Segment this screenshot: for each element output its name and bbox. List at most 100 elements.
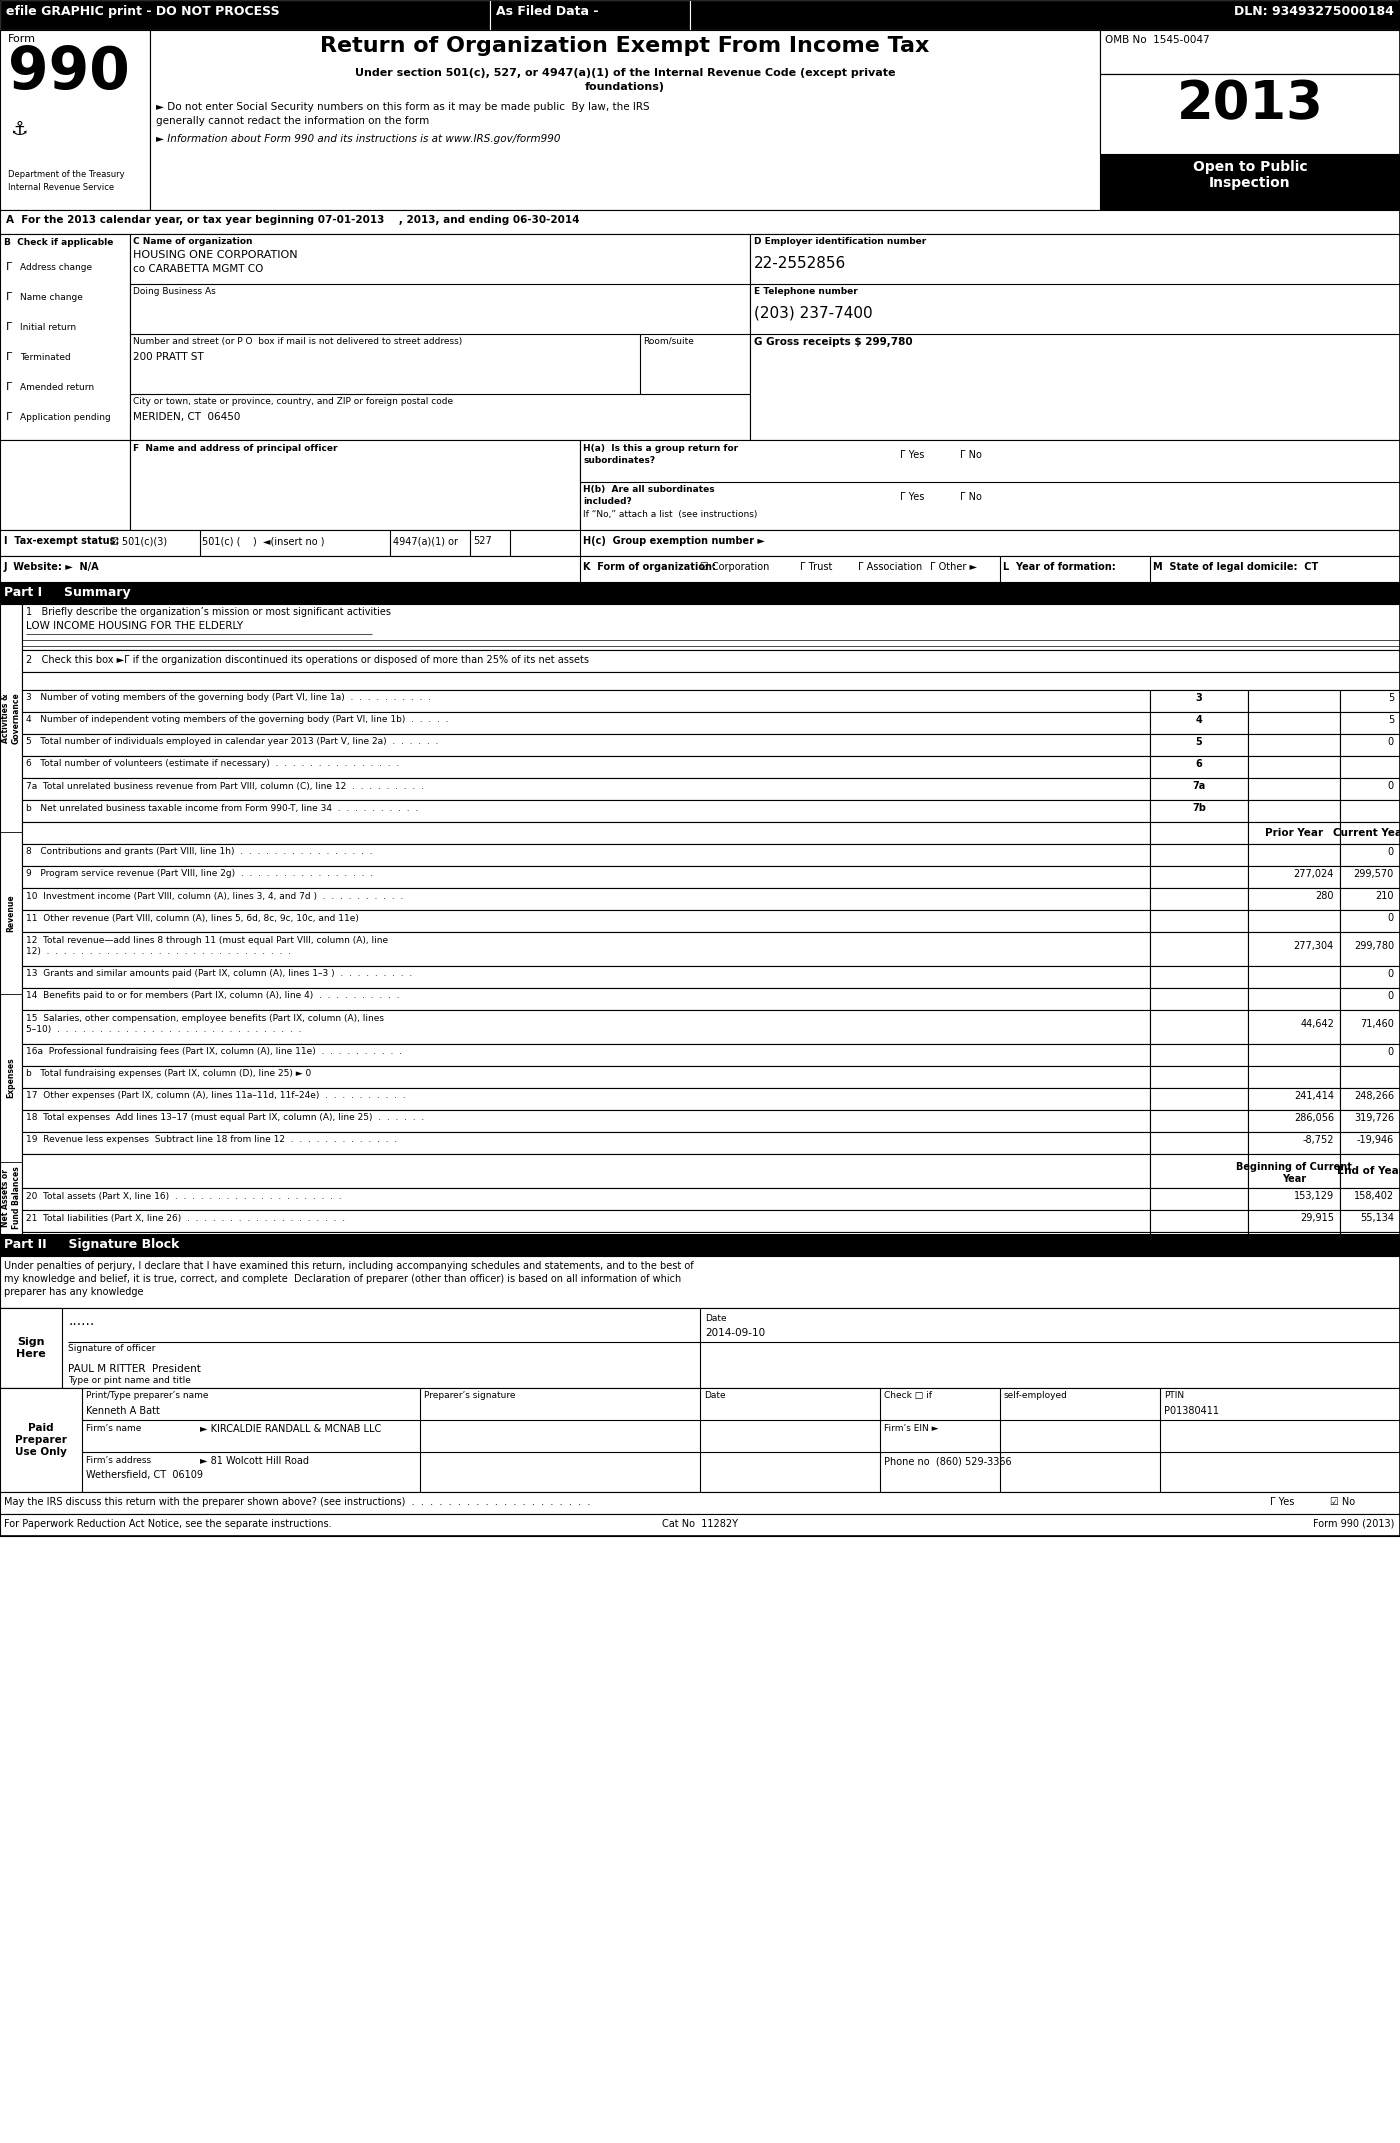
Text: 0: 0 [1387,969,1394,979]
Text: 286,056: 286,056 [1294,1112,1334,1123]
Text: Under penalties of perjury, I declare that I have examined this return, includin: Under penalties of perjury, I declare th… [4,1260,693,1271]
Bar [1340,1211,1400,1232]
Text: 299,780: 299,780 [1354,941,1394,951]
Text: 11  Other revenue (Part VIII, column (A), lines 5, 6d, 8c, 9c, 10c, and 11e): 11 Other revenue (Part VIII, column (A),… [27,913,358,921]
Text: my knowledge and belief, it is true, correct, and complete  Declaration of prepa: my knowledge and belief, it is true, cor… [4,1273,682,1284]
Bar [1340,1153,1400,1187]
Bar [1340,887,1400,911]
Bar [150,30,1100,210]
Text: Doing Business As: Doing Business As [133,287,216,296]
Text: Print/Type preparer’s name: Print/Type preparer’s name [85,1391,209,1399]
Bar [130,439,580,529]
Text: I  Tax-exempt status:: I Tax-exempt status: [4,536,119,546]
Text: Type or pint name and title: Type or pint name and title [69,1376,190,1384]
Text: Form: Form [8,34,36,45]
Text: subordinates?: subordinates? [582,456,655,465]
Text: If “No,” attach a list  (see instructions): If “No,” attach a list (see instructions… [582,510,757,519]
Text: Expenses: Expenses [7,1059,15,1099]
Bar [1149,988,1247,1009]
Text: -8,752: -8,752 [1302,1136,1334,1144]
Text: F  Name and address of principal officer: F Name and address of principal officer [133,444,337,452]
Text: 153,129: 153,129 [1294,1192,1334,1200]
Text: 15  Salaries, other compensation, employee benefits (Part IX, column (A), lines: 15 Salaries, other compensation, employe… [27,1014,384,1022]
Bar [0,555,1400,583]
Bar [1340,756,1400,778]
Bar [22,799,1149,823]
Bar [0,1389,1400,1492]
Text: Date: Date [706,1314,727,1322]
Text: 29,915: 29,915 [1301,1213,1334,1224]
Text: 71,460: 71,460 [1361,1020,1394,1029]
Bar [1149,966,1247,988]
Text: Γ Yes: Γ Yes [900,493,924,501]
Text: H(a)  Is this a group return for: H(a) Is this a group return for [582,444,738,452]
Bar [1340,1009,1400,1044]
Text: Γ Trust: Γ Trust [799,561,833,572]
Text: PTIN: PTIN [1163,1391,1184,1399]
Bar [1149,911,1247,932]
Text: 4947(a)(1) or: 4947(a)(1) or [393,536,458,546]
Bar [1149,1187,1247,1211]
Text: Net Assets or
Fund Balances: Net Assets or Fund Balances [1,1166,21,1230]
Bar [0,1492,1400,1513]
Text: A  For the 2013 calendar year, or tax year beginning 07-01-2013    , 2013, and e: A For the 2013 calendar year, or tax yea… [6,214,580,225]
Bar [1247,866,1340,887]
Text: Terminated: Terminated [20,354,71,362]
Text: Amended return: Amended return [20,384,94,392]
Text: Address change: Address change [20,264,92,272]
Text: Department of the Treasury: Department of the Treasury [8,169,125,180]
Bar [22,844,1149,866]
Text: Γ Yes: Γ Yes [900,450,924,461]
Text: Cat No  11282Y: Cat No 11282Y [662,1519,738,1528]
Text: co CARABETTA MGMT CO: co CARABETTA MGMT CO [133,264,263,274]
Text: 17  Other expenses (Part IX, column (A), lines 11a–11d, 11f–24e)  .  .  .  .  . : 17 Other expenses (Part IX, column (A), … [27,1091,406,1102]
Bar [22,604,1400,649]
Bar [0,0,490,30]
Bar [580,439,1400,529]
Bar [1149,735,1247,756]
Text: Γ: Γ [6,381,13,392]
Bar [1149,711,1247,735]
Text: self-employed: self-employed [1004,1391,1068,1399]
Text: 4: 4 [1196,716,1203,724]
Bar [1340,778,1400,799]
Text: Current Year: Current Year [1333,827,1400,838]
Text: Part I     Summary: Part I Summary [4,585,130,600]
Bar [1247,988,1340,1009]
Bar [1340,844,1400,866]
Bar [0,583,1400,604]
Bar [1149,932,1247,966]
Bar [1247,1044,1340,1065]
Bar [22,1089,1149,1110]
Text: 527: 527 [473,536,491,546]
Text: PAUL M RITTER  President: PAUL M RITTER President [69,1363,200,1374]
Bar [1247,1153,1340,1187]
Bar [1149,1153,1247,1187]
Text: 5: 5 [1196,737,1203,748]
Text: Signature of officer: Signature of officer [69,1344,155,1352]
Text: G Gross receipts $ 299,780: G Gross receipts $ 299,780 [755,336,913,347]
Text: Date: Date [704,1391,725,1399]
Text: Initial return: Initial return [20,324,76,332]
Text: 158,402: 158,402 [1354,1192,1394,1200]
Bar [22,778,1149,799]
Bar [1247,690,1340,711]
Text: C Name of organization: C Name of organization [133,238,252,246]
Text: 7a  Total unrelated business revenue from Part VIII, column (C), line 12  .  .  : 7a Total unrelated business revenue from… [27,782,424,791]
Text: 0: 0 [1387,780,1394,791]
Text: Number and street (or P O  box if mail is not delivered to street address): Number and street (or P O box if mail is… [133,336,462,345]
Text: 2013: 2013 [1176,77,1323,131]
Bar [690,0,1400,30]
Text: ☑ 501(c)(3): ☑ 501(c)(3) [111,536,167,546]
Text: 12)  .  .  .  .  .  .  .  .  .  .  .  .  .  .  .  .  .  .  .  .  .  .  .  .  .  : 12) . . . . . . . . . . . . . . . . . . … [27,947,291,956]
Bar [1149,1089,1247,1110]
Bar [22,756,1149,778]
Bar [1340,1065,1400,1089]
Text: ► 81 Wolcott Hill Road: ► 81 Wolcott Hill Road [200,1455,309,1466]
Bar [1149,1132,1247,1153]
Text: Wethersfield, CT  06109: Wethersfield, CT 06109 [85,1470,203,1481]
Text: Sign
Here: Sign Here [17,1337,46,1359]
Bar [1149,1065,1247,1089]
Bar [1247,1009,1340,1044]
Bar [1149,1009,1247,1044]
